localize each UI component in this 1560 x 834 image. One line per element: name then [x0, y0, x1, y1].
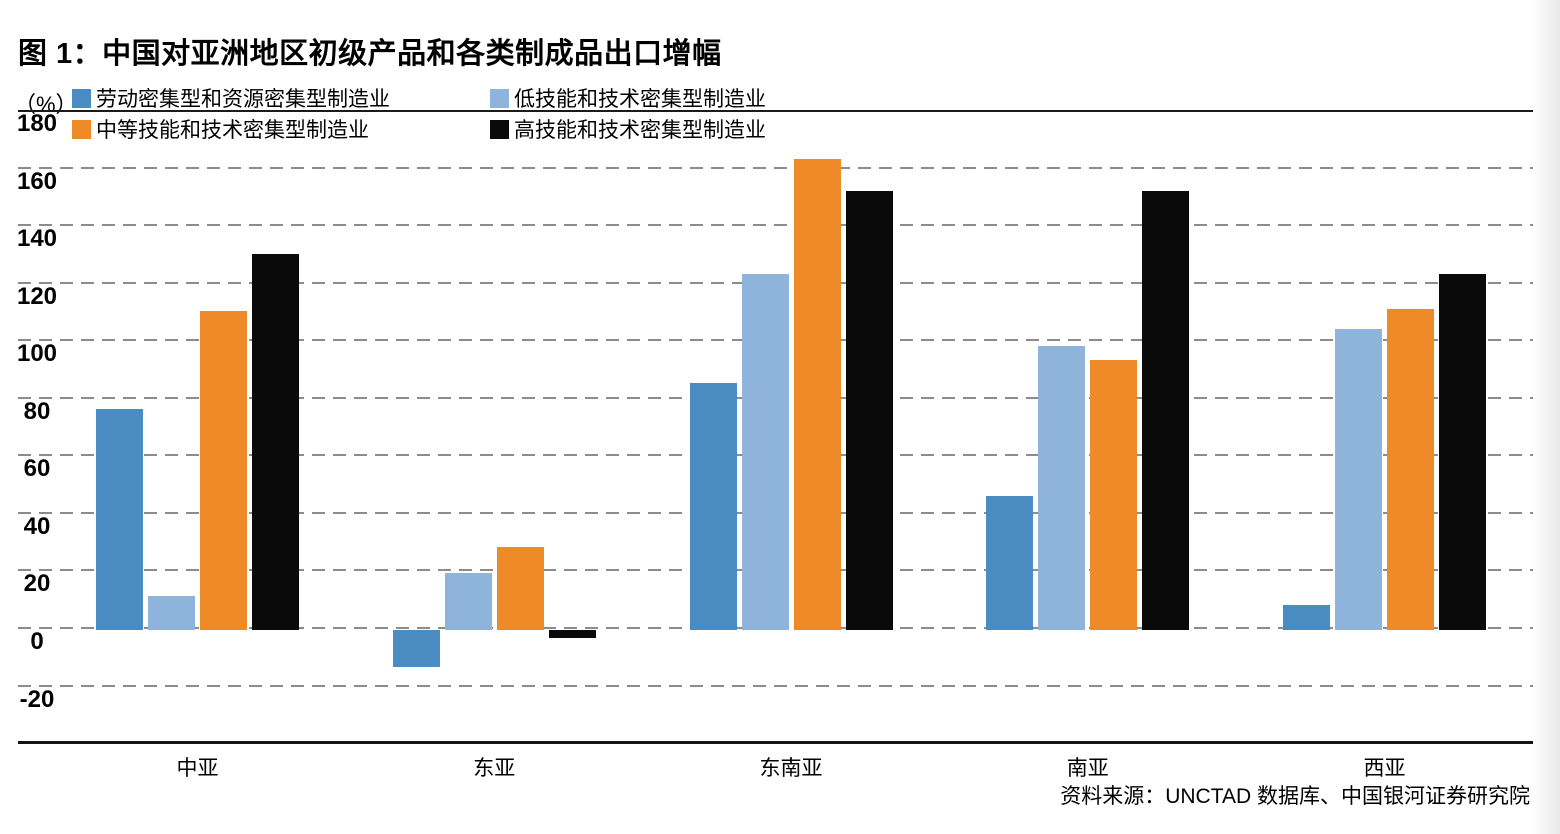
legend-swatch-blue-icon: [72, 88, 91, 108]
bar: [845, 190, 893, 630]
x-axis-line: [18, 741, 1533, 744]
bar: [444, 573, 492, 630]
bar: [496, 547, 544, 630]
chart-top-border-line: [18, 110, 1533, 112]
bar: [793, 158, 841, 630]
y-tick-label: 100: [16, 340, 58, 368]
x-category-label: 中亚: [176, 757, 219, 780]
legend-label: 中等技能和技术密集型制造业: [96, 119, 369, 142]
bar: [986, 495, 1034, 630]
plot-area: 180 160 140 120 100 80 60 40 20 0 -20 中亚 东亚 东南亚 南亚 西亚: [17, 110, 1533, 780]
x-category-label: 南亚: [1066, 757, 1109, 780]
y-tick-label: 160: [16, 167, 58, 195]
x-category-label: 西亚: [1363, 757, 1406, 780]
y-tick-label: 180: [16, 110, 58, 137]
page-edge-shadow: [1532, 0, 1560, 834]
legend-label: 低技能和技术密集型制造业: [514, 88, 766, 111]
legend-item-labor-resource-intensive: 劳动密集型和资源密集型制造业: [72, 87, 390, 111]
y-tick-label: 60: [23, 455, 51, 483]
legend-swatch-black-icon: [490, 119, 509, 139]
source-note: 资料来源：UNCTAD 数据库、中国银河证券研究院: [1060, 785, 1530, 808]
chart-title: 图 1：中国对亚洲地区初级产品和各类制成品出口增幅: [18, 38, 722, 70]
bar: [392, 629, 440, 668]
x-category-label: 东南亚: [759, 757, 823, 780]
y-tick-label: 0: [30, 627, 44, 655]
bar: [252, 253, 299, 630]
y-tick-label: 120: [16, 282, 58, 310]
y-tick-label: 80: [23, 397, 51, 425]
y-tick-label: 40: [23, 512, 51, 540]
bar: [1387, 308, 1434, 630]
legend-swatch-orange-icon: [72, 119, 91, 139]
legend-label: 劳动密集型和资源密集型制造业: [96, 88, 390, 111]
bar: [1090, 360, 1138, 630]
bar: [1142, 190, 1190, 630]
bar: [148, 596, 195, 630]
legend-item-low-skill-tech-intensive: 低技能和技术密集型制造业: [490, 87, 766, 111]
legend-item-mid-skill-tech-intensive: 中等技能和技术密集型制造业: [72, 118, 369, 142]
legend-swatch-light-blue-icon: [490, 88, 509, 108]
bar: [1335, 328, 1382, 630]
bar: [96, 409, 143, 630]
bar: [200, 311, 247, 630]
bar: [741, 274, 789, 630]
legend-label: 高技能和技术密集型制造业: [514, 119, 766, 142]
x-category-label: 东亚: [473, 757, 516, 780]
bar: [1283, 604, 1330, 630]
bar: [689, 383, 737, 630]
bar: [548, 629, 596, 639]
y-tick-label: 20: [23, 570, 51, 598]
y-tick-label: 140: [16, 225, 58, 253]
gridline-160: [18, 166, 1533, 169]
gridline--20: [18, 684, 1533, 687]
bar: [1038, 345, 1086, 630]
gridline-140: [18, 224, 1533, 227]
legend-item-high-skill-tech-intensive: 高技能和技术密集型制造业: [490, 118, 766, 142]
y-axis-unit-label: （%）: [14, 92, 78, 117]
bar: [1439, 274, 1486, 630]
y-tick-label: -20: [19, 685, 55, 713]
